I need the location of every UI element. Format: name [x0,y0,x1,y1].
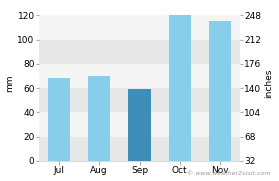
Bar [48,78,70,161]
Bar [39,15,240,39]
Bar [128,89,151,161]
Text: © www.weather2visit.com: © www.weather2visit.com [187,171,271,176]
Bar [39,64,240,88]
Y-axis label: inches: inches [264,69,273,98]
Bar [39,112,240,137]
Bar [88,76,110,161]
Bar [209,21,231,161]
Bar [169,15,191,161]
Y-axis label: mm: mm [6,74,15,92]
Bar [39,137,240,161]
Bar [39,39,240,64]
Bar [39,88,240,112]
